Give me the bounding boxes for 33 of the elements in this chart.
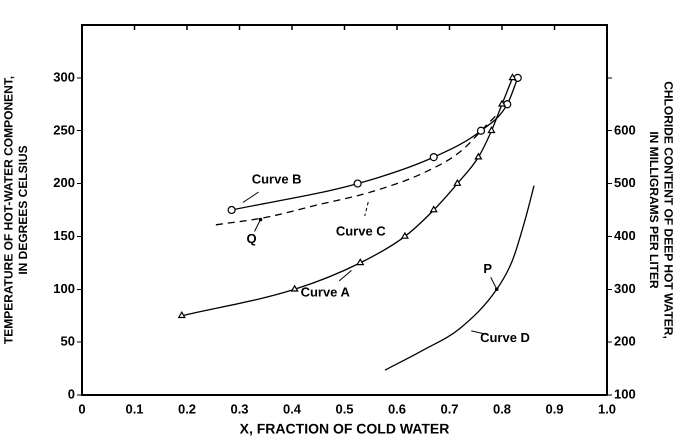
y2-tick-label: 200	[614, 334, 636, 349]
legend-label: Curve C	[336, 224, 386, 239]
x-axis-title: X, FRACTION OF COLD WATER	[240, 420, 450, 436]
y-tick-label: 0	[68, 386, 75, 402]
y2-axis-title: CHLORIDE CONTENT OF DEEP HOT WATER, IN MILLIGRAMS PER LITER	[647, 81, 676, 339]
y-tick-label: 200	[53, 175, 75, 190]
series-label: Curve B	[252, 172, 302, 187]
legend-label: Curve A	[300, 284, 351, 300]
y-tick-label: 300	[53, 69, 75, 84]
x-tick-label: 1.0	[598, 401, 616, 416]
legend-label: Curve D	[480, 330, 530, 345]
y-tick-label: 250	[53, 122, 75, 138]
x-tick-label: 0.8	[492, 401, 512, 416]
y-axis-title: TEMPERATURE OF HOT-WATER COMPONENT, IN DEGREES CELSIUS	[2, 76, 30, 344]
x-tick-label: 0.9	[545, 401, 564, 416]
y-tick-label: 50	[60, 334, 75, 349]
y2-tick-label: 500	[614, 175, 636, 190]
y-tick-label: 150	[53, 228, 75, 244]
x-tick-label: 0.4	[282, 401, 302, 416]
y2-tick-label: 100	[614, 386, 636, 402]
annotation: P	[483, 260, 492, 276]
annotation: Q	[246, 231, 257, 246]
x-tick-label: 0.2	[178, 401, 196, 416]
y2-tick-label: 300	[614, 280, 636, 296]
y2-tick-label: 600	[614, 122, 636, 138]
x-tick-label: 0.3	[230, 401, 249, 416]
x-tick-label: 0.7	[440, 401, 459, 416]
x-tick-label: 0	[78, 401, 86, 416]
y2-tick-label: 400	[614, 228, 636, 244]
x-tick-label: 0.1	[125, 401, 144, 416]
x-tick-label: 0.6	[388, 401, 406, 416]
y-tick-label: 100	[53, 280, 75, 296]
x-tick-label: 0.5	[335, 401, 354, 416]
